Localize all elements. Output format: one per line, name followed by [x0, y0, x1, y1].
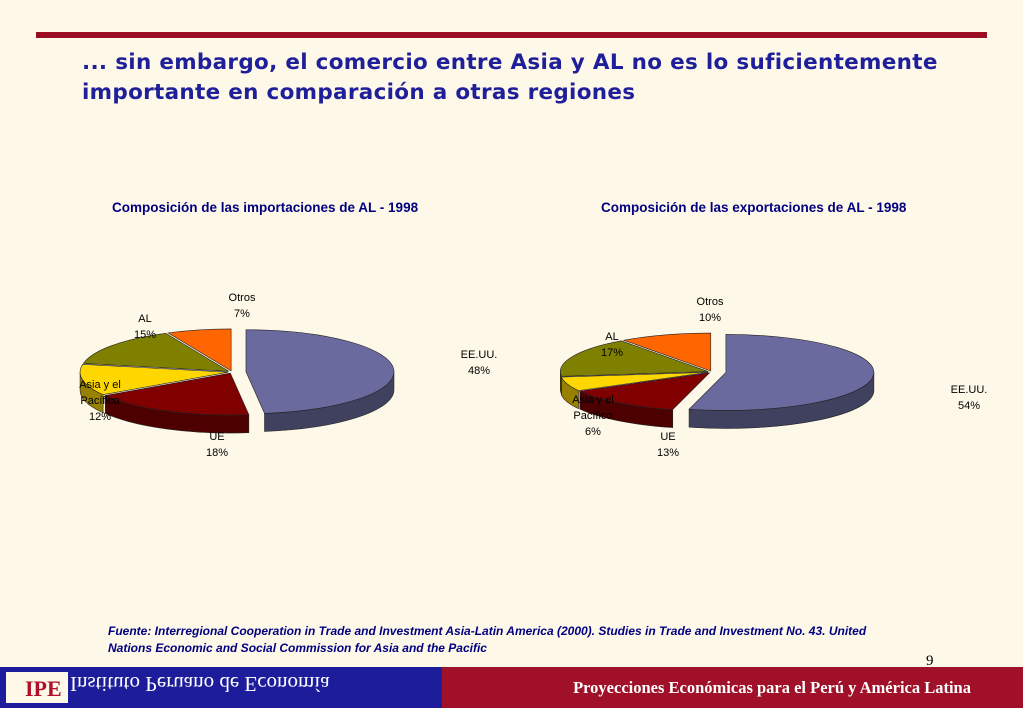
- pie-slice-asia-y-el-pacifico: [79, 364, 229, 396]
- slice-label-asia-y-el-pacifico: Asia y el Pacífico 12%: [79, 379, 121, 423]
- pie-slice-otros: [167, 328, 232, 372]
- pie-slice-al: [560, 340, 709, 377]
- chart-title: Composición de las importaciones de AL -…: [112, 200, 419, 215]
- pie-slice-ee-uu: [688, 334, 875, 411]
- pie-slice-otros: [622, 332, 712, 372]
- slice-label-ee-uu: EE.UU. 54%: [951, 384, 988, 412]
- logo-text: IPE: [25, 676, 62, 701]
- pie-slice-ue: [578, 372, 711, 410]
- exports-pie: EE.UU. 54% UE 13% Asia y el Pacífico 6% AL 17% Ot…: [560, 296, 988, 459]
- top-divider: [36, 32, 987, 38]
- pie-slice-ue: [104, 372, 250, 416]
- slice-label-ee-uu: EE.UU. 48%: [461, 349, 498, 377]
- slide-title: ... sin embargo, el comercio entre Asia …: [82, 50, 938, 105]
- chart-title: Composición de las exportaciones de AL -…: [601, 200, 907, 215]
- exports-pie-chart: Composición de las exportaciones de AL -…: [540, 200, 1000, 480]
- footer-institution: IPE Instituto Peruano de Economía: [0, 667, 442, 708]
- slice-label-ue: UE 13%: [657, 431, 679, 459]
- pie-slice-asia-y-el-pacifico: [560, 372, 709, 391]
- footer-tagline: Proyecciones Económicas para el Perú y A…: [573, 678, 971, 697]
- pie-slice-ee-uu: [245, 329, 395, 414]
- source-note: Fuente: Interregional Cooperation in Tra…: [108, 624, 867, 655]
- imports-pie: EE.UU. 48% UE 18% Asia y el Pacífico 12% AL 15% O…: [79, 292, 498, 459]
- page-number: 9: [926, 653, 934, 669]
- ipe-logo: IPE: [6, 672, 68, 703]
- slice-label-otros: Otros 10%: [697, 296, 724, 324]
- slice-label-asia-y-el-pacifico: Asia y el Pacífico 6%: [572, 394, 614, 438]
- slice-label-otros: Otros 7%: [229, 292, 256, 320]
- imports-pie-chart: Composición de las importaciones de AL -…: [60, 200, 520, 480]
- pie-slice-al: [82, 332, 229, 372]
- slice-label-ue: UE 18%: [206, 431, 228, 459]
- institution-name: Instituto Peruano de Economía: [70, 672, 330, 696]
- footer-tagline-bar: Proyecciones Económicas para el Perú y A…: [442, 667, 1023, 708]
- slice-label-al: AL 17%: [601, 331, 623, 359]
- slice-label-al: AL 15%: [134, 313, 156, 341]
